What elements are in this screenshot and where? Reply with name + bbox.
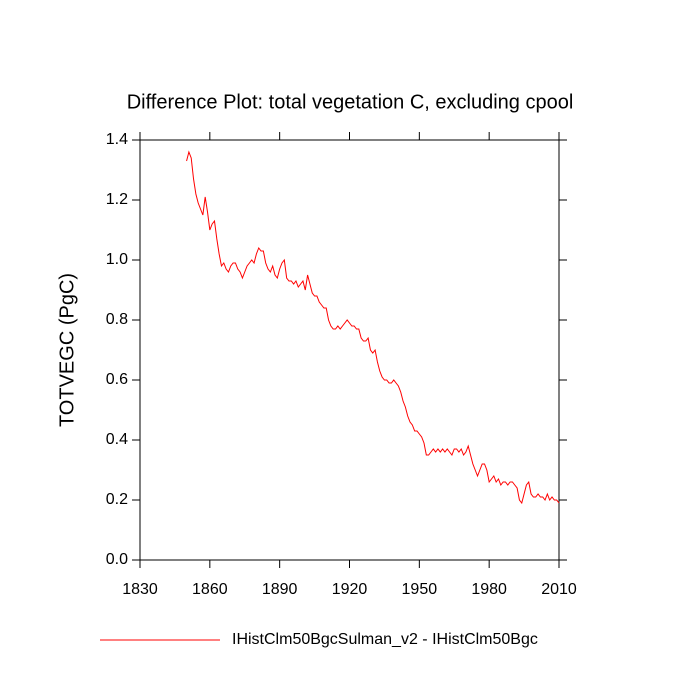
- data-line: [186, 150, 560, 505]
- y-tick-label: 1.0: [106, 251, 128, 268]
- y-tick-label: 0.4: [106, 431, 128, 448]
- x-tick-label: 1980: [471, 581, 507, 598]
- chart-title: Difference Plot: total vegetation C, exc…: [127, 91, 574, 113]
- y-axis-label: TOTVEGC (PgC): [56, 273, 78, 427]
- x-tick-label: 1890: [262, 581, 298, 598]
- y-tick-label: 0.8: [106, 311, 128, 328]
- y-tick-label: 1.2: [106, 191, 128, 208]
- y-tick-label: 0.2: [106, 491, 128, 508]
- plot-frame: [139, 139, 560, 561]
- x-tick-label: 1950: [402, 581, 438, 598]
- x-tick-label: 1830: [122, 581, 158, 598]
- x-tick-label: 1920: [332, 581, 368, 598]
- y-tick-label: 0.6: [106, 371, 128, 388]
- x-tick-label: 2010: [541, 581, 577, 598]
- x-tick-label: 1860: [192, 581, 228, 598]
- legend-label: IHistClm50BgcSulman_v2 - IHistClm50Bgc: [232, 631, 538, 648]
- y-tick-label: 1.4: [106, 131, 128, 148]
- y-tick-label: 0.0: [106, 551, 128, 568]
